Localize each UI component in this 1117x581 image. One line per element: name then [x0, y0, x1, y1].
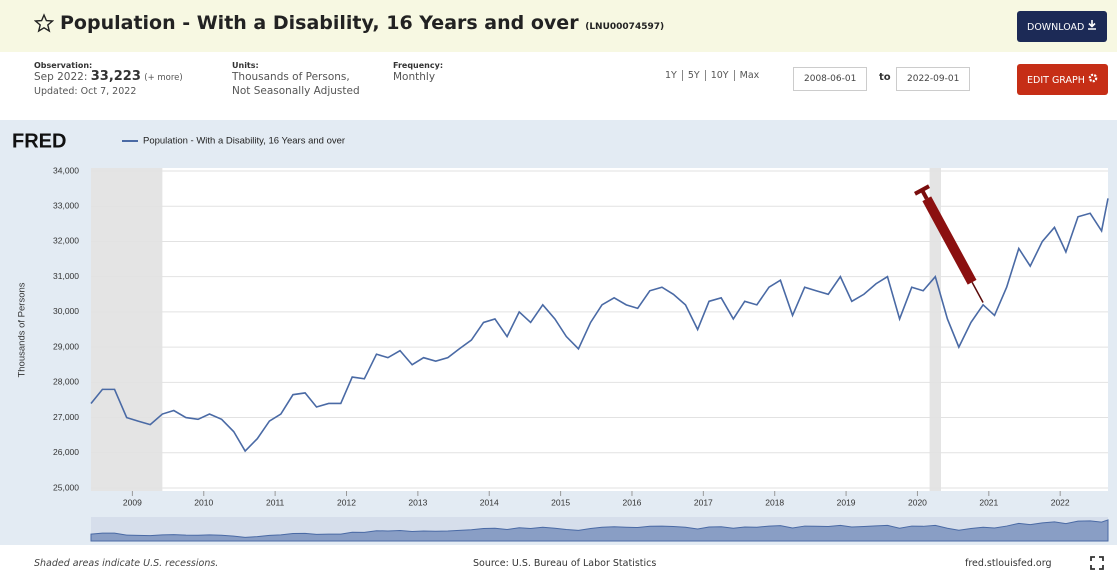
edit-graph-label[interactable]: EDIT GRAPH — [1027, 75, 1085, 86]
y-tick-label: 29,000 — [53, 341, 79, 351]
plot-area — [91, 168, 1108, 491]
x-tick-label: 2011 — [266, 497, 285, 507]
observation: Observation: Sep 2022: 33,223 (+ more) U… — [34, 61, 183, 99]
x-tick-label: 2018 — [765, 497, 784, 507]
units-line: Thousands of Persons, — [232, 71, 350, 83]
range-button[interactable]: 10Y — [704, 70, 734, 81]
updated: Updated: Oct 7, 2022 — [34, 86, 137, 97]
to-label: to — [879, 72, 891, 83]
logo: FRED — [12, 130, 66, 152]
y-tick-label: 27,000 — [53, 412, 79, 422]
x-tick-label: 2016 — [623, 497, 642, 507]
series-id: (LNU00074597) — [585, 22, 665, 32]
x-tick-label: 2017 — [694, 497, 713, 507]
y-axis-title: Thousands of Persons — [17, 282, 28, 377]
range-button[interactable]: Max — [733, 70, 765, 81]
more-link[interactable]: (+ more) — [144, 73, 183, 83]
range-buttons: 1Y 5Y 10Y Max — [660, 69, 765, 83]
legend-label: Population - With a Disability, 16 Years… — [143, 136, 345, 147]
frequency-label: Frequency: — [393, 61, 444, 70]
fullscreen-icon[interactable] — [1090, 556, 1104, 570]
recession-note: Shaded areas indicate U.S. recessions. — [34, 558, 219, 569]
y-tick-label: 31,000 — [53, 271, 79, 281]
range-button[interactable]: 1Y — [665, 70, 677, 81]
units: Units: Thousands of Persons, Not Seasona… — [232, 61, 360, 98]
x-tick-label: 2014 — [480, 497, 499, 507]
source: Source: U.S. Bureau of Labor Statistics — [473, 558, 657, 569]
units-line: Not Seasonally Adjusted — [232, 85, 360, 97]
frequency-value: Monthly — [393, 71, 436, 83]
x-tick-label: 2015 — [551, 497, 570, 507]
star-icon[interactable] — [34, 13, 54, 33]
observation-value: 33,223 — [90, 69, 141, 84]
y-tick-label: 33,000 — [53, 200, 79, 210]
page-title: Population - With a Disability, 16 Years… — [60, 12, 664, 34]
download-button[interactable]: DOWNLOAD — [1017, 11, 1108, 42]
navigator-area — [90, 519, 1109, 542]
x-tick-label: 2012 — [337, 497, 356, 507]
series-line — [90, 198, 1109, 453]
x-tick-label: 2021 — [979, 497, 998, 507]
y-tick-label: 30,000 — [53, 306, 79, 316]
x-tick-label: 2020 — [908, 497, 927, 507]
gear-icon[interactable] — [1088, 73, 1098, 83]
range-button[interactable]: 5Y — [681, 70, 705, 81]
y-tick-label: 25,000 — [53, 482, 79, 492]
y-tick-label: 28,000 — [53, 377, 79, 387]
units-label: Units: — [232, 61, 259, 70]
x-tick-label: 2019 — [837, 497, 856, 507]
observation-date: Sep 2022: — [34, 71, 88, 83]
edit-graph-button[interactable]: EDIT GRAPH — [1017, 64, 1108, 95]
x-tick-label: 2013 — [408, 497, 427, 507]
download-icon[interactable] — [1087, 20, 1097, 30]
frequency: Frequency: Monthly — [393, 61, 443, 84]
syringe-annotation — [914, 184, 984, 303]
header-bar — [0, 0, 1117, 52]
x-tick-label: 2009 — [123, 497, 142, 507]
y-tick-label: 26,000 — [53, 447, 79, 457]
y-tick-label: 34,000 — [53, 165, 79, 175]
y-tick-label: 32,000 — [53, 236, 79, 246]
x-tick-label: 2010 — [194, 497, 213, 507]
download-label[interactable]: DOWNLOAD — [1027, 22, 1085, 33]
site[interactable]: fred.stlouisfed.org — [965, 558, 1052, 569]
start-date[interactable]: 2008-06-01 — [793, 67, 868, 91]
observation-label: Observation: — [34, 61, 93, 70]
x-tick-label: 2022 — [1051, 497, 1070, 507]
recession-band — [91, 168, 163, 491]
end-date[interactable]: 2022-09-01 — [896, 67, 971, 91]
recession-band — [929, 168, 941, 491]
title-text: Population - With a Disability, 16 Years… — [60, 12, 579, 34]
